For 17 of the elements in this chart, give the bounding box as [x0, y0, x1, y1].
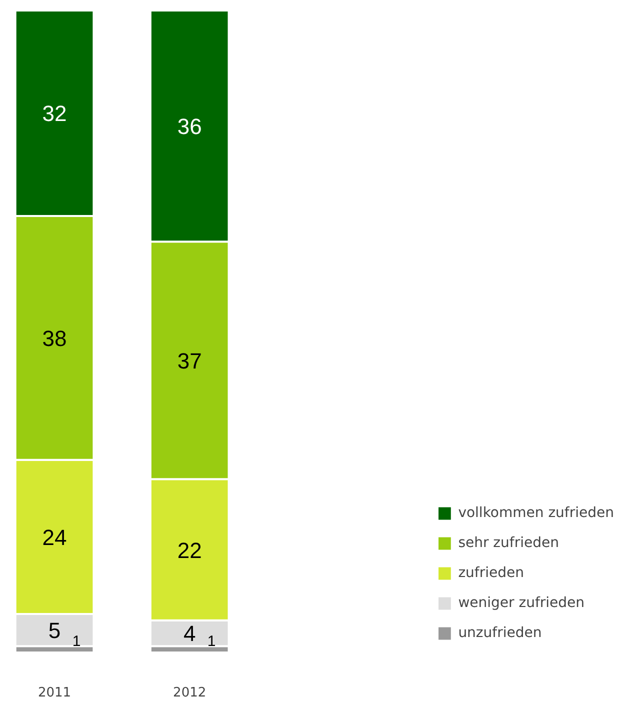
legend-label: sehr zufrieden — [458, 535, 559, 551]
legend-label: weniger zufrieden — [458, 595, 585, 611]
legend-label: vollkommen zufrieden — [458, 505, 614, 521]
data-label: 24 — [42, 524, 67, 550]
data-label: 36 — [177, 114, 202, 140]
x-tick-label: 2011 — [38, 686, 72, 700]
data-label: 4 — [183, 621, 196, 646]
data-label: 38 — [42, 326, 67, 351]
data-label: 37 — [177, 348, 202, 374]
legend-label: zufrieden — [458, 565, 524, 581]
data-label: 32 — [42, 101, 67, 126]
x-tick-label: 2012 — [173, 686, 206, 700]
data-label: 22 — [177, 538, 202, 563]
data-label: 1 — [72, 633, 81, 650]
legend-label: unzufrieden — [458, 625, 542, 641]
data-label: 5 — [48, 618, 61, 644]
data-label: 1 — [207, 633, 216, 650]
